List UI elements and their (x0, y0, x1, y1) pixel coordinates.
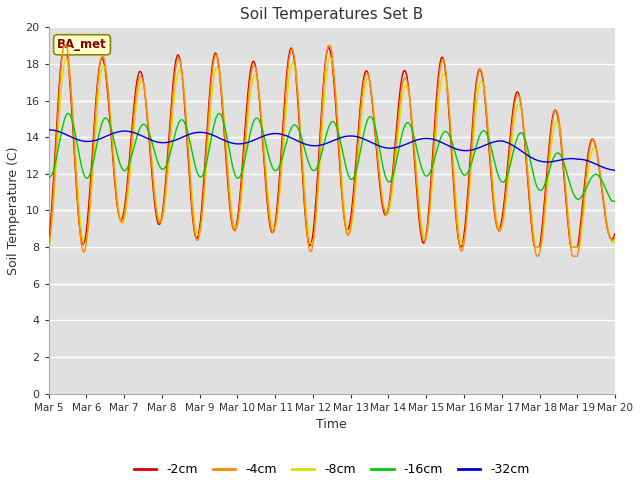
X-axis label: Time: Time (316, 418, 348, 431)
Legend: -2cm, -4cm, -8cm, -16cm, -32cm: -2cm, -4cm, -8cm, -16cm, -32cm (129, 458, 535, 480)
Y-axis label: Soil Temperature (C): Soil Temperature (C) (7, 146, 20, 275)
Text: BA_met: BA_met (57, 38, 107, 51)
Title: Soil Temperatures Set B: Soil Temperatures Set B (240, 7, 424, 22)
